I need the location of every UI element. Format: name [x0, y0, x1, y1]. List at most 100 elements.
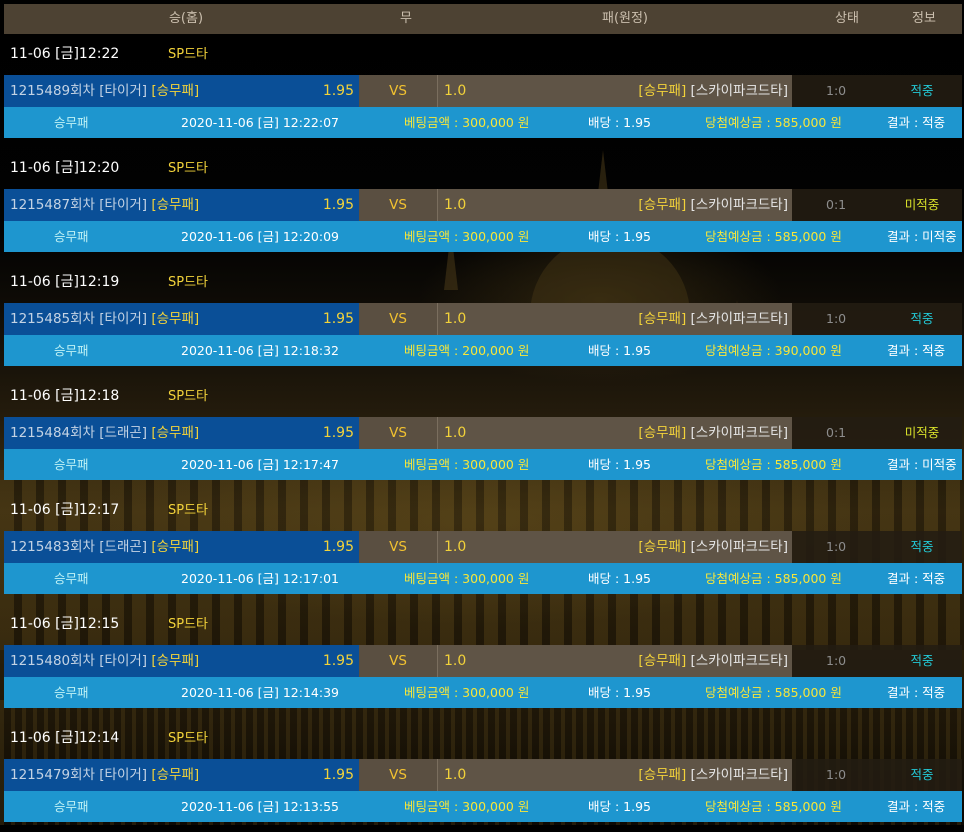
away-name: [스카이파크드타] [690, 83, 788, 99]
bet-detail-row: 승무패 2020-11-06 [금] 12:13:55 베팅금액 : 300,0… [4, 791, 962, 822]
bet-type: 승무패 [54, 571, 89, 586]
home-team: 1215484회차 [드래곤] [승무패] [10, 417, 199, 449]
bet-odds: 배당 : 1.95 [588, 685, 651, 700]
vs-cell[interactable]: VS [359, 303, 437, 335]
bet-amount: 베팅금액 : 300,000 원 [404, 115, 530, 130]
bet-time: 2020-11-06 [금] 12:18:32 [181, 343, 339, 358]
bet-result: 결과 : 적중 [887, 343, 946, 358]
home-odd: 1.95 [322, 425, 354, 441]
away-name: [스카이파크드타] [690, 311, 788, 327]
round-label: 1215485회차 [타이거] [10, 311, 148, 327]
bet-group: 11-06 [금]12:20 SP드타 1215487회차 [타이거] [승무패… [4, 148, 962, 262]
bet-group: 11-06 [금]12:18 SP드타 1215484회차 [드래곤] [승무패… [4, 376, 962, 490]
bet-odds: 배당 : 1.95 [588, 799, 651, 814]
bet-type: 승무패 [54, 457, 89, 472]
bet-type: 승무패 [54, 229, 89, 244]
result-status-badge: 미적중 [904, 425, 940, 440]
home-cell[interactable]: 1215479회차 [타이거] [승무패] 1.95 [4, 759, 359, 791]
header-away: 패(원정) [601, 11, 649, 26]
match-row[interactable]: 1215484회차 [드래곤] [승무패] 1.95 VS 1.0 [승무패] … [4, 417, 962, 449]
home-cell[interactable]: 1215480회차 [타이거] [승무패] 1.95 [4, 645, 359, 677]
bet-group: 11-06 [금]12:15 SP드타 1215480회차 [타이거] [승무패… [4, 604, 962, 718]
away-cell[interactable]: 1.0 [승무패] [스카이파크드타] [437, 531, 792, 563]
status-cell: 1:0 적중 [792, 759, 962, 791]
vs-cell[interactable]: VS [359, 75, 437, 107]
bet-amount: 베팅금액 : 200,000 원 [404, 343, 530, 358]
bet-date-row: 11-06 [금]12:19 SP드타 [4, 262, 962, 303]
home-cell[interactable]: 1215487회차 [타이거] [승무패] 1.95 [4, 189, 359, 221]
status-cell: 1:0 적중 [792, 303, 962, 335]
away-cell[interactable]: 1.0 [승무패] [스카이파크드타] [437, 417, 792, 449]
away-odd: 1.0 [444, 83, 467, 99]
home-cell[interactable]: 1215484회차 [드래곤] [승무패] 1.95 [4, 417, 359, 449]
home-cell[interactable]: 1215483회차 [드래곤] [승무패] 1.95 [4, 531, 359, 563]
away-odd: 1.0 [444, 539, 467, 555]
score: 1:0 [826, 653, 847, 668]
bet-type: 승무패 [54, 685, 89, 700]
bet-result: 결과 : 미적중 [887, 229, 957, 244]
away-cell[interactable]: 1.0 [승무패] [스카이파크드타] [437, 189, 792, 221]
bet-odds: 배당 : 1.95 [588, 343, 651, 358]
expected-win: 당첨예상금 : 585,000 원 [705, 571, 842, 586]
home-team: 1215483회차 [드래곤] [승무패] [10, 531, 199, 563]
home-cell[interactable]: 1215485회차 [타이거] [승무패] 1.95 [4, 303, 359, 335]
score: 0:1 [826, 425, 847, 440]
result-status-badge: 적중 [910, 767, 934, 782]
expected-win: 당첨예상금 : 585,000 원 [705, 229, 842, 244]
home-tag: [승무패] [151, 311, 200, 327]
header-info: 정보 [912, 11, 936, 26]
home-odd: 1.95 [322, 197, 354, 213]
bet-time: 2020-11-06 [금] 12:14:39 [181, 685, 339, 700]
result-status-badge: 적중 [910, 83, 934, 98]
match-row[interactable]: 1215485회차 [타이거] [승무패] 1.95 VS 1.0 [승무패] … [4, 303, 962, 335]
away-tag: [승무패] [638, 425, 687, 441]
away-cell[interactable]: 1.0 [승무패] [스카이파크드타] [437, 75, 792, 107]
bet-amount: 베팅금액 : 300,000 원 [404, 571, 530, 586]
expected-win: 당첨예상금 : 585,000 원 [705, 799, 842, 814]
game-type: SP드타 [168, 47, 209, 62]
bet-odds: 배당 : 1.95 [588, 115, 651, 130]
bet-date-row: 11-06 [금]12:18 SP드타 [4, 376, 962, 417]
bet-type: 승무패 [54, 799, 89, 814]
vs-cell[interactable]: VS [359, 531, 437, 563]
match-row[interactable]: 1215479회차 [타이거] [승무패] 1.95 VS 1.0 [승무패] … [4, 759, 962, 791]
score: 1:0 [826, 83, 847, 98]
bet-detail-row: 승무패 2020-11-06 [금] 12:22:07 베팅금액 : 300,0… [4, 107, 962, 138]
expected-win: 당첨예상금 : 585,000 원 [705, 457, 842, 472]
bet-amount: 베팅금액 : 300,000 원 [404, 229, 530, 244]
home-tag: [승무패] [151, 197, 200, 213]
bet-date: 11-06 [금]12:20 [10, 160, 120, 176]
away-tag: [승무패] [638, 311, 687, 327]
away-cell[interactable]: 1.0 [승무패] [스카이파크드타] [437, 759, 792, 791]
vs-cell[interactable]: VS [359, 759, 437, 791]
vs-cell[interactable]: VS [359, 645, 437, 677]
away-name: [스카이파크드타] [690, 197, 788, 213]
away-name: [스카이파크드타] [690, 767, 788, 783]
result-status-badge: 적중 [910, 539, 934, 554]
away-cell[interactable]: 1.0 [승무패] [스카이파크드타] [437, 645, 792, 677]
game-type: SP드타 [168, 731, 209, 746]
bet-time: 2020-11-06 [금] 12:17:47 [181, 457, 339, 472]
bet-groups: 11-06 [금]12:22 SP드타 1215489회차 [타이거] [승무패… [4, 34, 962, 832]
match-row[interactable]: 1215487회차 [타이거] [승무패] 1.95 VS 1.0 [승무패] … [4, 189, 962, 221]
status-cell: 1:0 적중 [792, 645, 962, 677]
home-tag: [승무패] [151, 767, 200, 783]
vs-cell[interactable]: VS [359, 189, 437, 221]
bet-odds: 배당 : 1.95 [588, 457, 651, 472]
bet-amount: 베팅금액 : 300,000 원 [404, 457, 530, 472]
result-status-badge: 적중 [910, 653, 934, 668]
bet-detail-row: 승무패 2020-11-06 [금] 12:17:01 베팅금액 : 300,0… [4, 563, 962, 594]
away-cell[interactable]: 1.0 [승무패] [스카이파크드타] [437, 303, 792, 335]
match-row[interactable]: 1215480회차 [타이거] [승무패] 1.95 VS 1.0 [승무패] … [4, 645, 962, 677]
bet-result: 결과 : 미적중 [887, 457, 957, 472]
away-tag: [승무패] [638, 767, 687, 783]
match-row[interactable]: 1215489회차 [타이거] [승무패] 1.95 VS 1.0 [승무패] … [4, 75, 962, 107]
home-odd: 1.95 [322, 653, 354, 669]
match-row[interactable]: 1215483회차 [드래곤] [승무패] 1.95 VS 1.0 [승무패] … [4, 531, 962, 563]
round-label: 1215487회차 [타이거] [10, 197, 148, 213]
home-cell[interactable]: 1215489회차 [타이거] [승무패] 1.95 [4, 75, 359, 107]
away-tag: [승무패] [638, 197, 687, 213]
table-header: 승(홈) 무 패(원정) 상태 정보 [4, 4, 962, 34]
vs-cell[interactable]: VS [359, 417, 437, 449]
away-odd: 1.0 [444, 311, 467, 327]
